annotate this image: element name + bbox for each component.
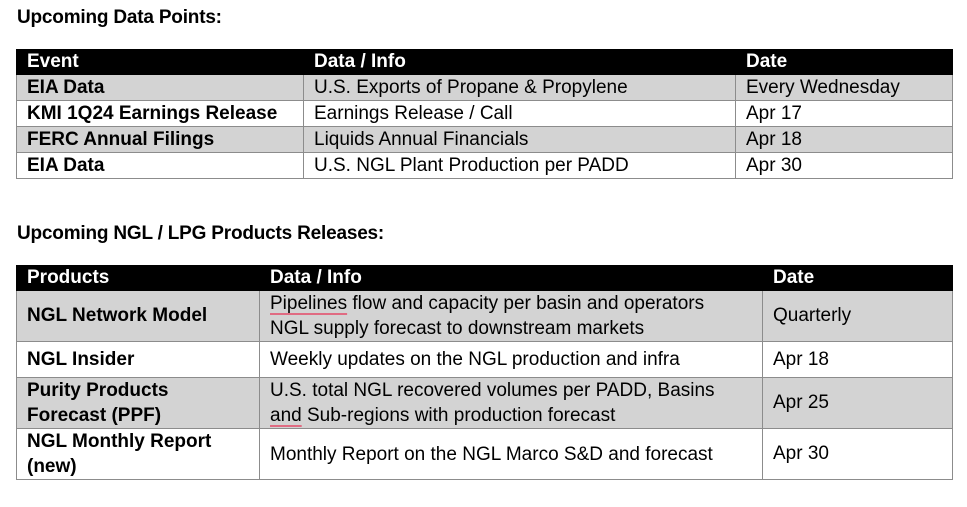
product-cell: NGL Insider bbox=[16, 341, 260, 378]
event-cell: FERC Annual Filings bbox=[16, 126, 304, 153]
event-cell: EIA Data bbox=[16, 74, 304, 101]
product-cell: NGL Monthly Report (new) bbox=[16, 428, 260, 480]
table-row: NGL Monthly Report (new) Monthly Report … bbox=[16, 428, 953, 480]
table-header-row: Products Data / Info Date bbox=[16, 265, 953, 291]
info-cell: Earnings Release / Call bbox=[303, 100, 736, 127]
product-cell: Purity Products Forecast (PPF) bbox=[16, 377, 260, 429]
info-cell: U.S. Exports of Propane & Propylene bbox=[303, 74, 736, 101]
date-cell: Quarterly bbox=[762, 290, 953, 342]
info-cell: U.S. total NGL recovered volumes per PAD… bbox=[259, 377, 763, 429]
column-header-date: Date bbox=[735, 49, 953, 75]
table-row: Purity Products Forecast (PPF) U.S. tota… bbox=[16, 377, 953, 429]
section-title-data-points: Upcoming Data Points: bbox=[17, 7, 222, 28]
info-text: Sub-regions with production forecast bbox=[301, 405, 616, 426]
date-cell: Apr 18 bbox=[735, 126, 953, 153]
info-cell: Pipelines flow and capacity per basin an… bbox=[259, 290, 763, 342]
column-header-info: Data / Info bbox=[259, 265, 763, 291]
table-row: FERC Annual Filings Liquids Annual Finan… bbox=[16, 126, 953, 153]
table-row: NGL Insider Weekly updates on the NGL pr… bbox=[16, 341, 953, 378]
column-header-products: Products bbox=[16, 265, 260, 291]
info-cell: Weekly updates on the NGL production and… bbox=[259, 341, 763, 378]
date-cell: Apr 17 bbox=[735, 100, 953, 127]
date-cell: Apr 25 bbox=[762, 377, 953, 429]
table-row: KMI 1Q24 Earnings Release Earnings Relea… bbox=[16, 100, 953, 127]
date-cell: Apr 30 bbox=[762, 428, 953, 480]
date-cell: Apr 30 bbox=[735, 152, 953, 179]
date-cell: Every Wednesday bbox=[735, 74, 953, 101]
info-cell: Monthly Report on the NGL Marco S&D and … bbox=[259, 428, 763, 480]
info-text: U.S. total NGL recovered volumes per PAD… bbox=[270, 380, 715, 401]
table-row: NGL Network Model Pipelines flow and cap… bbox=[16, 290, 953, 342]
column-header-date: Date bbox=[762, 265, 953, 291]
column-header-info: Data / Info bbox=[303, 49, 736, 75]
info-cell: U.S. NGL Plant Production per PADD bbox=[303, 152, 736, 179]
spellcheck-word: and bbox=[270, 405, 302, 426]
product-cell: NGL Network Model bbox=[16, 290, 260, 342]
date-cell: Apr 18 bbox=[762, 341, 953, 378]
spellcheck-word: Pipelines bbox=[270, 293, 348, 314]
section-title-products-releases: Upcoming NGL / LPG Products Releases: bbox=[17, 223, 385, 244]
column-header-event: Event bbox=[16, 49, 304, 75]
info-text: flow and capacity per basin and operator… bbox=[347, 293, 705, 314]
data-points-table: Event Data / Info Date EIA Data U.S. Exp… bbox=[16, 49, 953, 179]
table-row: EIA Data U.S. Exports of Propane & Propy… bbox=[16, 74, 953, 101]
info-text: NGL supply forecast to downstream market… bbox=[270, 318, 645, 339]
table-row: EIA Data U.S. NGL Plant Production per P… bbox=[16, 152, 953, 179]
event-cell: KMI 1Q24 Earnings Release bbox=[16, 100, 304, 127]
products-releases-table: Products Data / Info Date NGL Network Mo… bbox=[16, 265, 953, 480]
event-cell: EIA Data bbox=[16, 152, 304, 179]
info-cell: Liquids Annual Financials bbox=[303, 126, 736, 153]
table-header-row: Event Data / Info Date bbox=[16, 49, 953, 75]
